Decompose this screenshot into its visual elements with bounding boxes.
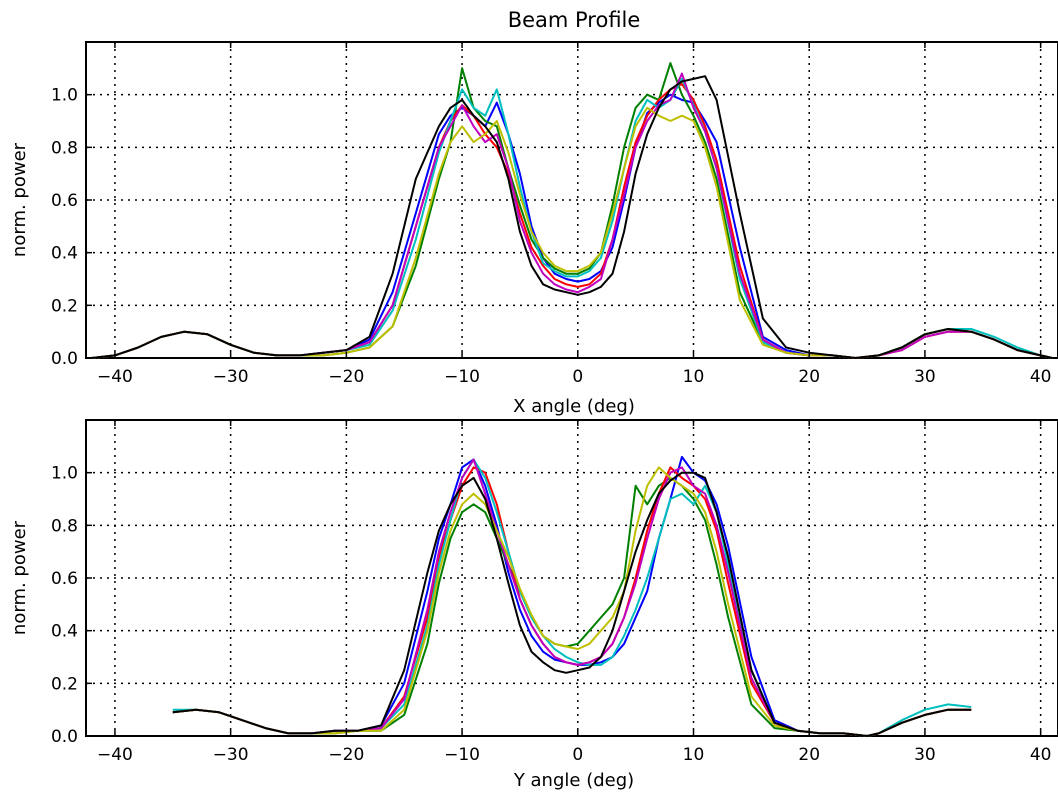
- cyan-series-line: [91, 77, 1053, 359]
- green-series-line: [172, 476, 972, 737]
- x-tick-label: 30: [914, 367, 936, 387]
- y-profile-plot: −40 −30 −20 −10 0 10 20 30 400.00.20.40.60.81.0 …: [9, 419, 1058, 791]
- x-plot-ticks: −40 −30 −20 −10 0 10 20 30 40 0.0 0.2 0.4 0.6 0.8 1.0: [51, 42, 1052, 387]
- x-tick-label: 40: [1030, 745, 1052, 765]
- x-plot-series: [91, 62, 1053, 359]
- green-series-line: [91, 62, 1053, 359]
- x-tick-label: 10: [683, 745, 705, 765]
- y-tick-label: 0.6: [51, 191, 78, 211]
- y-tick-label: 0.0: [51, 727, 78, 747]
- y-tick-label: 1.0: [51, 464, 78, 484]
- y-tick-label: 0.2: [51, 296, 78, 316]
- yellow-series-line: [91, 106, 1053, 359]
- blue-series-line: [172, 455, 972, 737]
- red-series-line: [172, 466, 972, 737]
- black-series-line: [91, 75, 1053, 359]
- x-plot-grid: [86, 42, 1058, 359]
- blue-series-line: [91, 93, 1053, 359]
- y-tick-label: 0.4: [51, 244, 78, 264]
- x-tick-label: −40: [97, 367, 133, 387]
- x-tick-label: −20: [328, 745, 364, 765]
- y-tick-label: 0.2: [51, 674, 78, 694]
- magenta-series-line: [91, 72, 1053, 359]
- x-profile-plot: −40 −30 −20 −10 0 10 20 30 400.00.20.40.60.81.0 …: [9, 41, 1058, 417]
- x-tick-label: 30: [914, 745, 936, 765]
- cyan-series-line: [172, 458, 972, 737]
- figure-title: Beam Profile: [508, 8, 641, 32]
- x-plot-ylabel: norm. power: [9, 142, 30, 257]
- x-tick-label: −10: [444, 745, 480, 765]
- x-tick-label: −10: [444, 367, 480, 387]
- x-tick-label: 0: [572, 367, 583, 387]
- black-series-line: [172, 471, 972, 737]
- magenta-series-line: [172, 458, 972, 737]
- y-plot-xlabel: Y angle (deg): [513, 770, 634, 791]
- x-plot-xlabel: X angle (deg): [513, 396, 635, 417]
- x-tick-label: 40: [1030, 367, 1052, 387]
- y-plot-series: [172, 455, 972, 737]
- y-tick-label: 0.0: [51, 349, 78, 369]
- x-tick-label: 20: [798, 367, 820, 387]
- y-plot-ylabel: norm. power: [9, 520, 30, 635]
- y-plot-grid: [86, 420, 1058, 737]
- y-tick-label: 0.6: [51, 569, 78, 589]
- x-tick-label: 10: [683, 367, 705, 387]
- x-tick-label: −20: [328, 367, 364, 387]
- x-tick-label: −30: [213, 367, 249, 387]
- red-series-line: [91, 83, 1053, 359]
- y-tick-label: 0.4: [51, 622, 78, 642]
- y-tick-label: 0.8: [51, 516, 78, 536]
- x-tick-label: −30: [213, 745, 249, 765]
- yellow-series-line: [172, 466, 972, 737]
- x-tick-label: 0: [572, 745, 583, 765]
- y-plot-ticks: −40 −30 −20 −10 0 10 20 30 40 0.0 0.2 0.4 0.6 0.8 1.0: [51, 420, 1052, 765]
- y-tick-label: 1.0: [51, 86, 78, 106]
- x-tick-label: 20: [798, 745, 820, 765]
- y-tick-label: 0.8: [51, 138, 78, 158]
- x-tick-label: −40: [97, 745, 133, 765]
